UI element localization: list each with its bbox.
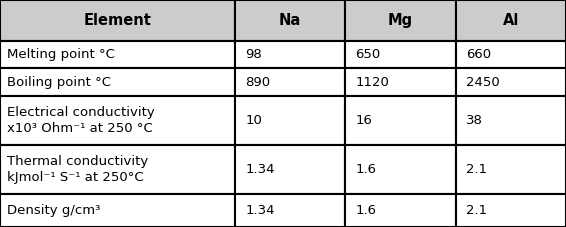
Bar: [345, 0, 456, 41]
Text: 1.6: 1.6: [355, 204, 376, 217]
Text: Density g/cm³: Density g/cm³: [7, 204, 100, 217]
Bar: [345, 145, 456, 194]
Text: 660: 660: [466, 48, 491, 61]
Text: 890: 890: [245, 76, 270, 89]
Bar: [235, 194, 345, 227]
Bar: [456, 194, 566, 227]
Bar: [456, 96, 566, 145]
Bar: [456, 41, 566, 68]
Bar: [235, 96, 345, 145]
Bar: [456, 68, 566, 96]
Bar: [345, 68, 456, 96]
Text: Al: Al: [503, 13, 519, 28]
Text: 1120: 1120: [355, 76, 389, 89]
Bar: [0, 194, 235, 227]
Text: 10: 10: [245, 114, 262, 127]
Text: Boiling point °C: Boiling point °C: [7, 76, 111, 89]
Text: 38: 38: [466, 114, 483, 127]
Text: 1.34: 1.34: [245, 204, 275, 217]
Text: Melting point °C: Melting point °C: [7, 48, 115, 61]
Bar: [0, 96, 235, 145]
Bar: [456, 0, 566, 41]
Bar: [345, 194, 456, 227]
Text: 98: 98: [245, 48, 262, 61]
Bar: [0, 145, 235, 194]
Text: 16: 16: [355, 114, 372, 127]
Text: 1.6: 1.6: [355, 163, 376, 176]
Bar: [345, 41, 456, 68]
Bar: [235, 41, 345, 68]
Text: 2.1: 2.1: [466, 204, 487, 217]
Bar: [0, 0, 235, 41]
Text: 650: 650: [355, 48, 381, 61]
Text: Na: Na: [279, 13, 301, 28]
Text: 1.34: 1.34: [245, 163, 275, 176]
Text: 2450: 2450: [466, 76, 500, 89]
Text: Element: Element: [84, 13, 151, 28]
Bar: [235, 68, 345, 96]
Text: Thermal conductivity
kJmol⁻¹ S⁻¹ at 250°C: Thermal conductivity kJmol⁻¹ S⁻¹ at 250°…: [7, 155, 148, 184]
Bar: [235, 145, 345, 194]
Bar: [456, 145, 566, 194]
Text: 2.1: 2.1: [466, 163, 487, 176]
Bar: [235, 0, 345, 41]
Bar: [0, 41, 235, 68]
Bar: [345, 96, 456, 145]
Text: Electrical conductivity
x10³ Ohm⁻¹ at 250 °C: Electrical conductivity x10³ Ohm⁻¹ at 25…: [7, 106, 155, 135]
Bar: [0, 68, 235, 96]
Text: Mg: Mg: [388, 13, 413, 28]
